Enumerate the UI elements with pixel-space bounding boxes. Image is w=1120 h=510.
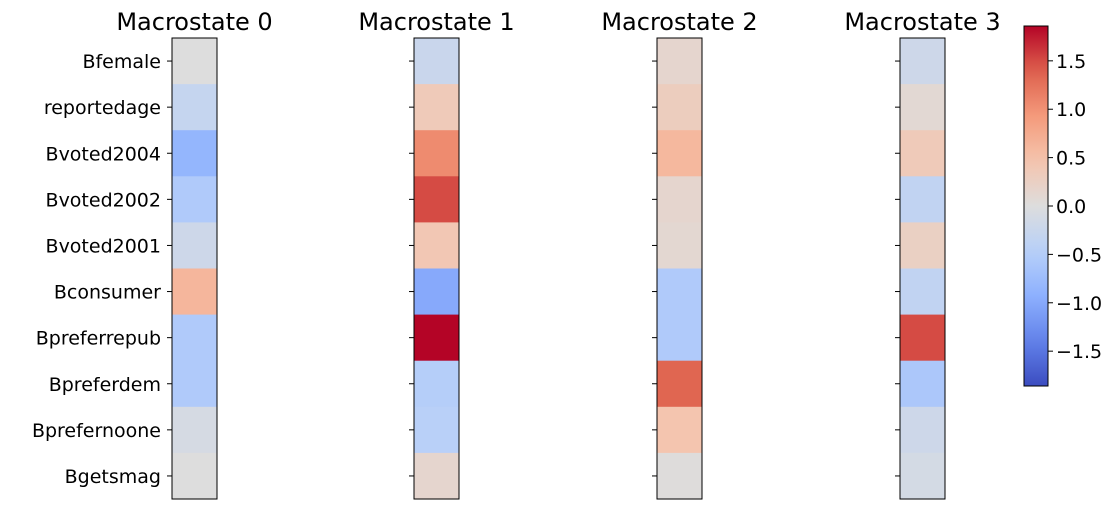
panel-title: Macrostate 0 <box>116 8 272 36</box>
heatmap-cell <box>172 268 217 316</box>
heatmap-cell <box>414 406 459 454</box>
colorbar-tick-label: 1.0 <box>1056 99 1086 121</box>
heatmap-cell <box>657 452 702 500</box>
colorbar-tick-label: 0.0 <box>1056 196 1086 218</box>
heatmap-cell <box>657 222 702 270</box>
heatmap-cell <box>657 84 702 131</box>
heatmap-panels: Macrostate 0 Macrostate 1 Macrostate 2 Macr… <box>116 8 1001 500</box>
heatmap-cell <box>657 38 702 85</box>
row-label: Bvoted2004 <box>46 143 161 165</box>
heatmap-cell <box>900 176 945 223</box>
heatmap-cell <box>414 130 459 177</box>
heatmap-cell <box>900 452 945 500</box>
panel-title: Macrostate 1 <box>358 8 514 36</box>
heatmap-cell <box>172 360 217 408</box>
heatmap-cell <box>657 314 702 362</box>
heatmap-cell <box>900 268 945 316</box>
colorbar: 1.5 1.0 0.5 0.0 −0.5 −1.0 −1.5 <box>1023 25 1102 387</box>
panel-frame <box>899 37 946 500</box>
colorbar-tick-label: 1.5 <box>1056 51 1086 73</box>
heatmap-cell <box>414 314 459 362</box>
heatmap-cell <box>414 452 459 500</box>
row-label: Bpreferdem <box>49 374 161 396</box>
panel-frame <box>413 37 460 500</box>
row-label: Bgetsmag <box>65 466 161 488</box>
heatmap-cell <box>900 360 945 408</box>
heatmap-cell <box>657 268 702 316</box>
row-label: Bfemale <box>82 51 161 73</box>
row-label: Bvoted2001 <box>46 235 161 257</box>
heatmap-cell <box>414 268 459 316</box>
heatmap-panel-1: Macrostate 1 <box>358 8 515 500</box>
heatmap-cell <box>172 222 217 270</box>
panel-frame <box>171 37 218 500</box>
heatmap-cell <box>172 176 217 223</box>
heatmap-cell <box>172 84 217 131</box>
panel-frame <box>656 37 703 500</box>
heatmap-cell <box>657 360 702 408</box>
heatmap-cell <box>414 38 459 85</box>
colorbar-tick-label: −0.5 <box>1056 244 1102 266</box>
panel-title: Macrostate 3 <box>844 8 1000 36</box>
row-label: reportedage <box>44 97 161 119</box>
colorbar-tick-label: −1.5 <box>1056 341 1102 363</box>
heatmap-cell <box>414 360 459 408</box>
heatmap-cell <box>172 38 217 85</box>
heatmap-cell <box>657 130 702 177</box>
heatmap-cell <box>172 452 217 500</box>
row-label: Bvoted2002 <box>46 189 161 211</box>
row-labels: Bfemale reportedage Bvoted2004 Bvoted2002 Bv… <box>32 51 161 488</box>
heatmap-cell <box>414 222 459 270</box>
row-label: Bpreferrepub <box>36 328 161 350</box>
heatmap-panel-0: Macrostate 0 <box>116 8 273 500</box>
heatmap-cell <box>900 406 945 454</box>
heatmap-cell <box>172 314 217 362</box>
row-label: Bconsumer <box>54 282 161 304</box>
panel-title: Macrostate 2 <box>601 8 757 36</box>
heatmap-cell <box>900 222 945 270</box>
heatmap-cell <box>900 314 945 362</box>
heatmap-cell <box>900 130 945 177</box>
heatmap-cell <box>657 406 702 454</box>
heatmap-cell <box>172 406 217 454</box>
heatmap-cell <box>414 176 459 223</box>
heatmap-cell <box>172 130 217 177</box>
heatmap-cell <box>900 38 945 85</box>
row-label: Bprefernoone <box>32 420 161 442</box>
colorbar-tick-label: −1.0 <box>1056 293 1102 315</box>
heatmap-panel-3: Macrostate 3 <box>844 8 1001 500</box>
heatmap-cell <box>900 84 945 131</box>
heatmap-cell <box>414 84 459 131</box>
colorbar-tick-label: 0.5 <box>1056 148 1086 170</box>
heatmap-panel-2: Macrostate 2 <box>601 8 758 500</box>
heatmap-cell <box>657 176 702 223</box>
colorbar-gradient <box>1024 26 1048 386</box>
